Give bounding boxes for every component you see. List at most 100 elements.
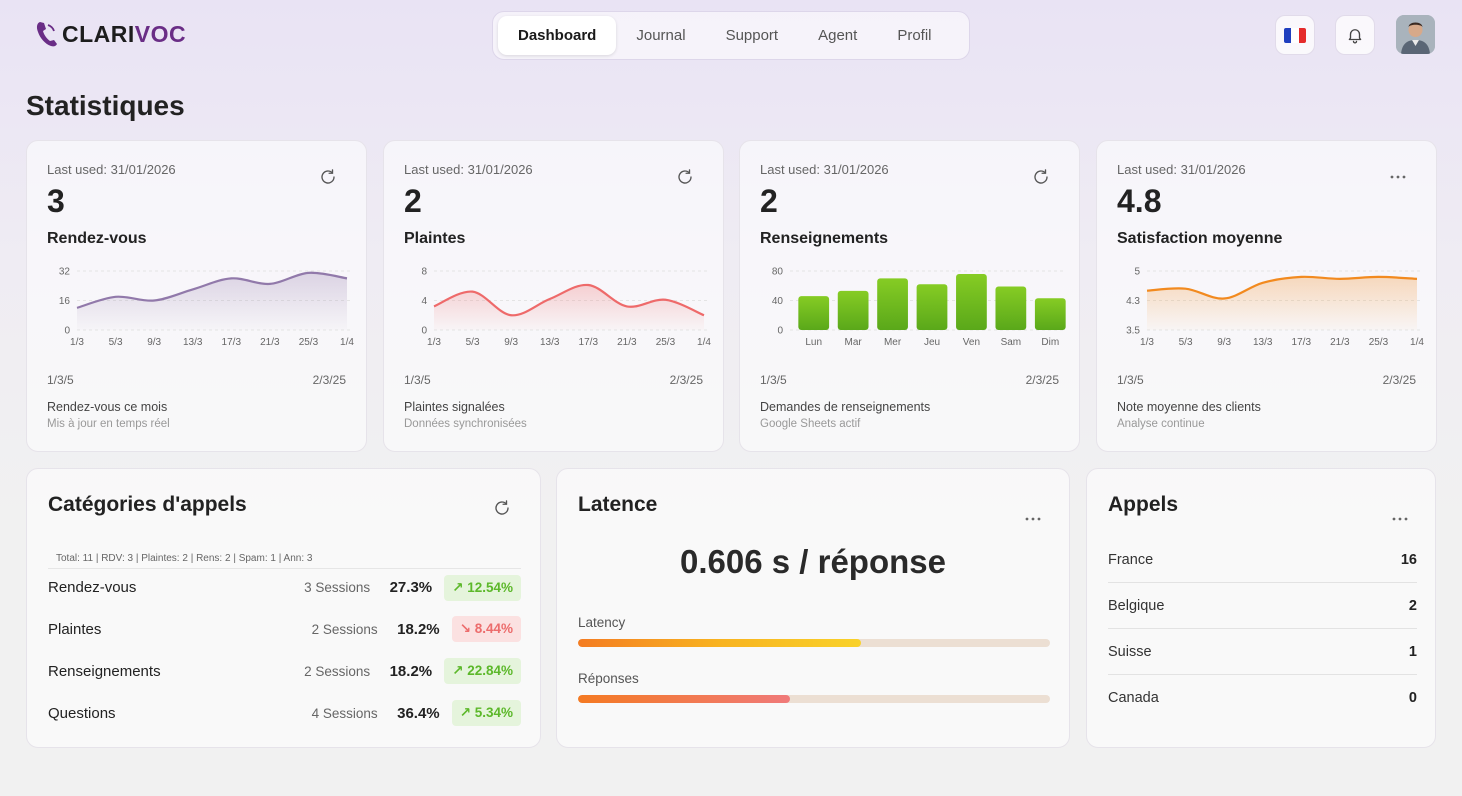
trend-badge: ↗ 12.54% — [444, 574, 521, 601]
tab-profil[interactable]: Profil — [897, 27, 932, 44]
refresh-button[interactable] — [493, 499, 511, 522]
language-button[interactable] — [1275, 15, 1315, 55]
category-percent: 27.3% — [389, 579, 433, 596]
refresh-button[interactable] — [675, 167, 695, 187]
y-tick-label: 0 — [421, 326, 427, 337]
france-flag-icon — [1284, 27, 1306, 43]
country-count: 1 — [1408, 643, 1417, 660]
category-row[interactable]: Plaintes 2 Sessions 18.2% ↘ 8.44% — [48, 610, 521, 648]
renseignements-chart: 80 40 0 Lun Mar Mer Jeu Ven Sam Dim — [772, 267, 1066, 348]
more-button[interactable] — [1391, 509, 1409, 527]
category-row[interactable]: Renseignements 2 Sessions 18.2% ↗ 22.84% — [48, 652, 521, 690]
responses-bar-label: Réponses — [578, 671, 639, 686]
x-tick-label: 5/3 — [1179, 337, 1193, 348]
latency-progress-fill — [578, 639, 862, 647]
y-tick-label: 5 — [1134, 267, 1140, 278]
bar — [798, 296, 830, 330]
avatar[interactable] — [1396, 15, 1435, 54]
y-tick-label: 8 — [421, 267, 427, 278]
country-name: Belgique — [1108, 597, 1165, 614]
area-fill — [1147, 276, 1417, 330]
stat-value: 4.8 — [1117, 183, 1162, 219]
x-tick-label: 21/3 — [617, 337, 637, 348]
country-count: 0 — [1408, 690, 1417, 706]
x-tick-label: 21/3 — [1330, 337, 1350, 348]
category-sessions: 3 Sessions — [304, 580, 371, 595]
x-tick-label: Lun — [805, 337, 822, 348]
card-title: Catégories d'appels — [48, 493, 247, 516]
more-button[interactable] — [1388, 167, 1408, 187]
x-tick-label: 1/3 — [70, 337, 84, 348]
x-tick-label: Mer — [884, 337, 902, 348]
bar — [995, 286, 1027, 330]
categories-summary: Total: 11 | RDV: 3 | Plaintes: 2 | Rens:… — [56, 553, 313, 564]
user-photo-icon — [1396, 15, 1435, 54]
rendez-vous-chart: 32 16 01/3 5/3 9/3 13/3 17/3 21/3 25/3 1/4 — [59, 267, 355, 349]
latency-card: Latence 0.606 s / réponse Latency Répons… — [556, 468, 1070, 748]
refresh-button[interactable] — [318, 167, 338, 187]
y-tick-label: 4.3 — [1126, 296, 1140, 307]
card-title: Appels — [1108, 493, 1179, 516]
date-start: 1/3/5 — [47, 373, 74, 387]
x-tick-label: 13/3 — [1253, 337, 1273, 348]
area-fill — [77, 272, 347, 330]
category-row[interactable]: Rendez-vous 3 Sessions 27.3% ↗ 12.54% — [48, 568, 521, 606]
tab-agent[interactable]: Agent — [818, 27, 858, 44]
trend-badge: ↘ 8.44% — [451, 616, 521, 642]
y-tick-label: 80 — [772, 267, 784, 278]
x-tick-label: 17/3 — [222, 337, 242, 348]
latency-value: 0.606 s / réponse — [680, 543, 946, 580]
country-row[interactable]: Belgique 2 — [1108, 583, 1417, 629]
stat-value: 2 — [404, 183, 422, 219]
x-tick-label: 25/3 — [656, 337, 676, 348]
country-row[interactable]: Canada 0 — [1108, 675, 1417, 721]
country-row[interactable]: France 16 — [1108, 537, 1417, 583]
last-used-label: Last used: 31/01/2026 — [1117, 162, 1246, 177]
category-name: Renseignements — [48, 662, 161, 680]
refresh-icon — [321, 169, 335, 184]
x-tick-label: 9/3 — [504, 337, 518, 348]
category-percent: 18.2% — [389, 662, 433, 680]
country-name: France — [1108, 551, 1154, 568]
card-title: Latence — [578, 493, 658, 516]
bar — [837, 290, 869, 330]
calls-card: Appels France 16 Belgique 2 Suisse 1 Can… — [1086, 468, 1436, 748]
refresh-icon — [495, 500, 509, 515]
categories-card: Catégories d'appels Total: 11 | RDV: 3 |… — [26, 468, 541, 748]
tab-journal[interactable]: Journal — [636, 27, 686, 44]
date-end: 2/3/25 — [669, 373, 703, 387]
more-icon — [1392, 517, 1408, 521]
stat-title: Plaintes — [404, 230, 466, 247]
refresh-button[interactable] — [1031, 167, 1051, 187]
latency-progress-bar — [578, 639, 1050, 647]
bell-icon — [1348, 29, 1362, 44]
trend-badge: ↗ 5.34% — [451, 700, 521, 726]
x-tick-label: 25/3 — [1369, 337, 1389, 348]
country-row[interactable]: Suisse 1 — [1108, 629, 1417, 675]
bar — [877, 278, 908, 330]
tab-support[interactable]: Support — [725, 27, 779, 44]
satisfaction-chart: 5 4.3 3.51/3 5/3 9/3 13/3 17/3 21/3 25/3 1/4 — [1126, 267, 1424, 349]
responses-progress-bar — [578, 695, 1050, 703]
x-tick-label: Dim — [1041, 337, 1059, 348]
notifications-button[interactable] — [1335, 15, 1375, 55]
date-end: 2/3/25 — [312, 373, 346, 387]
logo[interactable]: CLARIVOC — [34, 18, 186, 50]
last-used-label: Last used: 31/01/2026 — [404, 162, 533, 177]
category-row[interactable]: Questions 4 Sessions 36.4% ↗ 5.34% — [48, 694, 521, 732]
latency-bar-label: Latency — [578, 615, 626, 630]
x-tick-label: 17/3 — [1292, 337, 1312, 348]
stat-title: Satisfaction moyenne — [1117, 230, 1283, 247]
stat-subfooter: Analyse continue — [1117, 418, 1205, 430]
stat-value: 3 — [47, 183, 65, 219]
area-fill — [434, 284, 704, 330]
category-sessions: 2 Sessions — [304, 663, 371, 679]
y-tick-label: 16 — [59, 296, 71, 307]
stat-card-rendez-vous: Last used: 31/01/2026 3 Rendez-vous 32 16… — [26, 140, 367, 452]
tab-dashboard[interactable]: Dashboard — [498, 16, 617, 55]
x-tick-label: 1/4 — [697, 337, 711, 348]
y-tick-label: 32 — [59, 267, 71, 278]
stat-subfooter: Google Sheets actif — [760, 418, 861, 430]
category-percent: 18.2% — [397, 620, 440, 638]
more-button[interactable] — [1024, 509, 1042, 527]
